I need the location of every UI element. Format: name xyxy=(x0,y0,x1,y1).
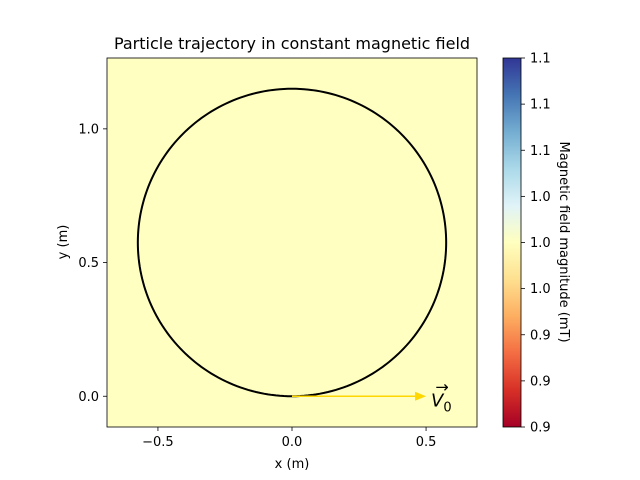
trajectory-circle xyxy=(136,87,448,398)
colorbar-tick-label: 1.0 xyxy=(530,190,551,205)
colorbar-tick-label: 1.1 xyxy=(530,52,551,67)
velocity-label-arrow: → xyxy=(435,377,448,396)
velocity-arrow-head xyxy=(415,391,427,401)
x-tick-label: 0.5 xyxy=(416,435,437,450)
colorbar-tick-label: 1.0 xyxy=(530,282,551,297)
colorbar-gradient xyxy=(502,57,522,428)
colorbar-tick-label: 1.0 xyxy=(530,236,551,251)
colorbar-ticks: 0.9 0.9 0.9 1.0 1.0 1.0 1.1 1.1 1.1 xyxy=(521,52,551,436)
y-axis-label: y (m) xyxy=(56,225,71,260)
x-tick-label: 0.0 xyxy=(282,435,303,450)
colorbar-tick-label: 0.9 xyxy=(530,328,551,343)
x-axis-label: x (m) xyxy=(275,457,310,472)
colorbar-tick-label: 0.9 xyxy=(530,374,551,389)
x-axis: −0.5 0.0 0.5 xyxy=(142,427,436,450)
colorbar-label: Magnetic field magnitude (mT) xyxy=(556,141,571,342)
velocity-label-subscript: 0 xyxy=(443,400,451,415)
y-axis: 0.0 0.5 1.0 xyxy=(78,122,107,405)
plot-area: → V0 xyxy=(106,57,478,428)
x-tick-label: −0.5 xyxy=(142,435,174,450)
y-tick-label: 1.0 xyxy=(78,122,99,137)
velocity-label-symbol: V xyxy=(431,390,445,411)
colorbar: 0.9 0.9 0.9 1.0 1.0 1.0 1.1 1.1 1.1 Magnetic fie… xyxy=(502,52,571,436)
velocity-label-text: V0 xyxy=(431,390,452,415)
y-tick-label: 0.5 xyxy=(78,256,99,271)
colorbar-tick-label: 1.1 xyxy=(530,144,551,159)
colorbar-tick-label: 1.1 xyxy=(530,98,551,113)
y-tick-label: 0.0 xyxy=(78,390,99,405)
field-background xyxy=(107,58,477,427)
velocity-label: → V0 xyxy=(431,377,452,415)
colorbar-tick-label: 0.9 xyxy=(530,421,551,436)
chart-title: Particle trajectory in constant magnetic… xyxy=(114,34,470,53)
